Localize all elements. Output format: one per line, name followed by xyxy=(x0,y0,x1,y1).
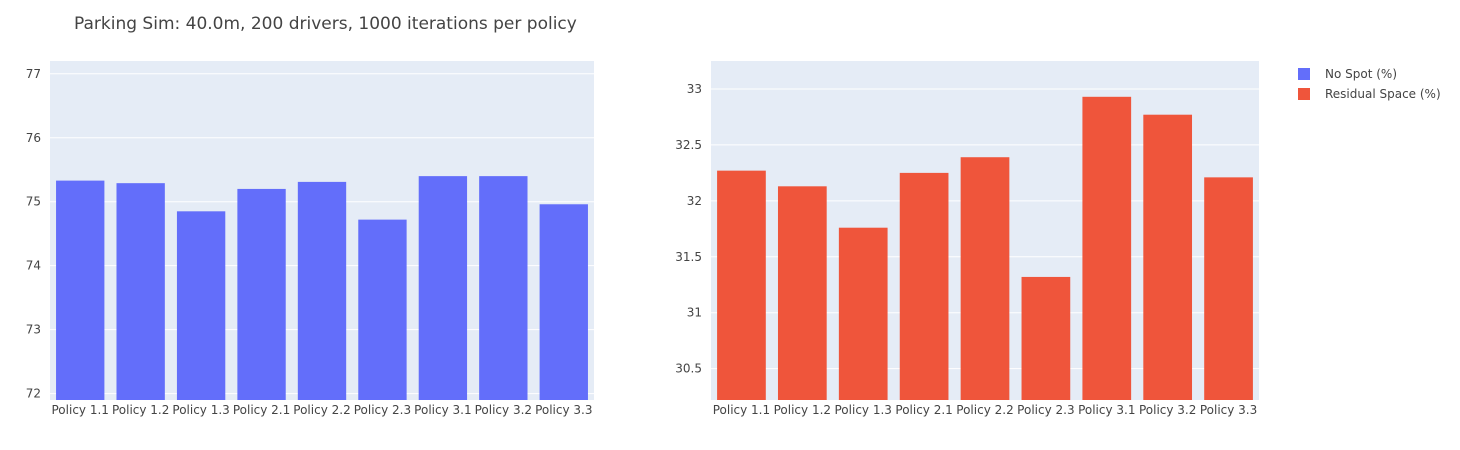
residual-space-x-tick-label: Policy 1.3 xyxy=(835,403,892,417)
no-spot-bar[interactable] xyxy=(116,183,165,400)
residual-space-bar[interactable] xyxy=(717,170,766,400)
no-spot-bar[interactable] xyxy=(297,181,347,400)
residual-space-bar[interactable] xyxy=(960,157,1010,400)
residual-space-bar[interactable] xyxy=(1021,276,1071,400)
residual-space-x-tick-label: Policy 3.2 xyxy=(1139,403,1196,417)
residual-space-bar[interactable] xyxy=(1082,96,1132,401)
no-spot-bar[interactable] xyxy=(539,204,588,400)
chart-title: Parking Sim: 40.0m, 200 drivers, 1000 it… xyxy=(74,14,577,34)
residual-space-y-tick-label: 30.5 xyxy=(675,362,702,376)
no-spot-y-tick-label: 76 xyxy=(26,131,41,145)
residual-space-x-tick-label: Policy 2.3 xyxy=(1017,403,1074,417)
legend-swatch-residual-space xyxy=(1298,88,1310,100)
no-spot-x-tick-label: Policy 1.2 xyxy=(112,403,169,417)
residual-space-x-tick-label: Policy 1.1 xyxy=(713,403,770,417)
residual-space-bar[interactable] xyxy=(777,186,827,400)
no-spot-x-tick-label: Policy 1.3 xyxy=(172,403,229,417)
no-spot-bar[interactable] xyxy=(418,176,468,400)
residual-space-bar[interactable] xyxy=(838,227,888,400)
residual-space-x-tick-label: Policy 3.1 xyxy=(1078,403,1135,417)
residual-space-chart: 30.5 31 31.5 32 32.5 33 Policy 1.1 Policy 1.2 Po… xyxy=(675,61,1259,417)
no-spot-y-tick-label: 75 xyxy=(26,195,41,209)
legend-item-no-spot[interactable]: No Spot (%) xyxy=(1298,67,1397,81)
legend-label-no-spot: No Spot (%) xyxy=(1325,67,1397,81)
residual-space-x-tick-label: Policy 2.2 xyxy=(956,403,1013,417)
no-spot-y-tick-label: 73 xyxy=(26,323,41,337)
residual-space-x-tick-label: Policy 1.2 xyxy=(774,403,831,417)
no-spot-x-tick-label: Policy 2.2 xyxy=(293,403,350,417)
no-spot-x-tick-label: Policy 2.1 xyxy=(233,403,290,417)
no-spot-bar[interactable] xyxy=(56,180,105,400)
no-spot-bar[interactable] xyxy=(176,211,226,400)
no-spot-x-tick-label: Policy 1.1 xyxy=(52,403,109,417)
residual-space-bar[interactable] xyxy=(1143,114,1193,400)
no-spot-chart: 72 73 74 75 76 77 Policy 1.1 Policy 1.2 Policy 1… xyxy=(26,61,594,417)
residual-space-y-tick-label: 32.5 xyxy=(675,138,702,152)
residual-space-y-tick-label: 33 xyxy=(687,82,702,96)
residual-space-y-tick-label: 31 xyxy=(687,306,702,320)
legend-item-residual-space[interactable]: Residual Space (%) xyxy=(1298,87,1441,101)
legend[interactable]: No Spot (%) Residual Space (%) xyxy=(1298,67,1441,101)
no-spot-x-tick-label: Policy 2.3 xyxy=(354,403,411,417)
legend-label-residual-space: Residual Space (%) xyxy=(1325,87,1441,101)
residual-space-y-tick-label: 31.5 xyxy=(675,250,702,264)
residual-space-bar[interactable] xyxy=(1204,177,1253,400)
residual-space-bar[interactable] xyxy=(899,172,949,400)
no-spot-x-tick-label: Policy 3.2 xyxy=(475,403,532,417)
legend-swatch-no-spot xyxy=(1298,68,1310,80)
residual-space-y-tick-label: 32 xyxy=(687,194,702,208)
no-spot-bar[interactable] xyxy=(358,219,407,400)
no-spot-y-tick-label: 74 xyxy=(26,259,41,273)
residual-space-x-tick-label: Policy 2.1 xyxy=(895,403,952,417)
no-spot-y-tick-label: 72 xyxy=(26,387,41,401)
residual-space-x-tick-label: Policy 3.3 xyxy=(1200,403,1257,417)
no-spot-bar[interactable] xyxy=(479,176,528,400)
no-spot-x-tick-label: Policy 3.1 xyxy=(414,403,471,417)
no-spot-y-tick-label: 77 xyxy=(26,67,41,81)
no-spot-bar[interactable] xyxy=(237,188,286,400)
no-spot-x-tick-label: Policy 3.3 xyxy=(535,403,592,417)
